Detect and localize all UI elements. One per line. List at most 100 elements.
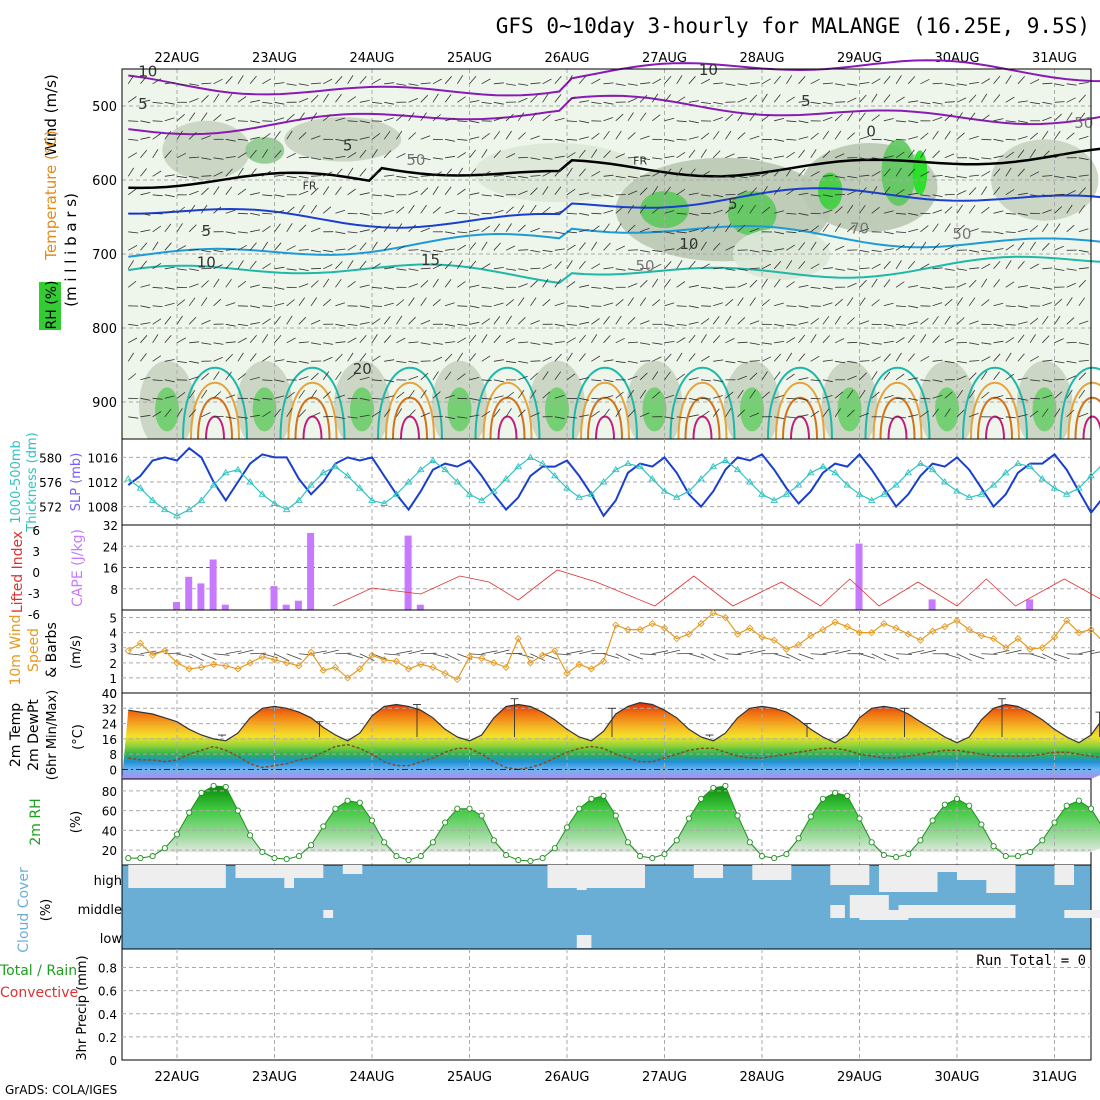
- wind-barb: [213, 186, 220, 196]
- wind-barb: [225, 261, 233, 270]
- wind-barb: [432, 249, 443, 253]
- wind-barb: [579, 397, 590, 401]
- wind-barb: [274, 379, 285, 383]
- wind-barb: [347, 96, 357, 103]
- cloud-patch: [576, 935, 592, 948]
- wind-barb: [542, 114, 551, 122]
- wind-barb: [1078, 279, 1087, 288]
- wind-barb: [566, 96, 576, 103]
- cape-bar: [209, 559, 217, 610]
- wind-barb: [737, 389, 744, 399]
- wind-barb: [993, 94, 1001, 103]
- wind-barb: [164, 395, 175, 399]
- wind-barb: [347, 337, 357, 344]
- surface-wind-barb: [1030, 653, 1046, 659]
- wind-barb: [749, 360, 760, 362]
- rh-marker: [893, 854, 900, 861]
- wind-barb: [335, 341, 346, 344]
- wind-barb: [262, 379, 273, 381]
- wind-barb: [908, 285, 919, 288]
- wind-barb: [993, 371, 1000, 381]
- thickness-marker: [1050, 484, 1059, 491]
- wind-barb: [713, 286, 724, 290]
- rh-shading: [252, 387, 277, 432]
- wind-barb: [249, 168, 257, 177]
- wind-barb: [969, 412, 979, 418]
- wind-barb: [834, 391, 844, 399]
- wind-barb: [1078, 249, 1089, 253]
- wind-barb: [310, 135, 321, 140]
- wind-barb: [993, 231, 1004, 235]
- wind-barb: [432, 157, 443, 160]
- wind-barb: [834, 130, 842, 140]
- wind-barb: [323, 249, 334, 253]
- wind-barb: [786, 323, 797, 326]
- wind-barb: [518, 360, 529, 364]
- rh-marker: [466, 805, 473, 812]
- wind-barb: [761, 263, 771, 270]
- wind-speed-marker: [1087, 625, 1095, 634]
- wind-barb: [250, 192, 260, 196]
- wind-barb: [420, 389, 427, 399]
- wind-barb: [956, 112, 963, 122]
- wind-barb: [908, 305, 919, 309]
- wind-barb: [274, 82, 285, 85]
- wind-barb: [396, 153, 406, 159]
- wind-barb: [566, 337, 576, 344]
- wind-barb: [871, 299, 880, 307]
- wind-barb: [920, 241, 927, 251]
- wind-barb: [627, 97, 638, 103]
- surface-wind-barb: [323, 649, 339, 655]
- thickness-marker: [136, 484, 145, 491]
- wind-barb: [517, 389, 525, 399]
- temp-label: 2m Temp: [8, 703, 24, 767]
- wind-barb: [396, 391, 405, 399]
- thermal-contour: [474, 366, 541, 440]
- wind-barb: [469, 75, 477, 85]
- wind-barb: [920, 334, 927, 344]
- wind-barb: [408, 360, 419, 364]
- thickness-marker: [758, 490, 766, 497]
- wind-barb: [189, 190, 199, 196]
- wind-barb: [834, 245, 845, 251]
- wind-barb: [444, 371, 452, 381]
- wind-barb: [993, 353, 1001, 362]
- wind-barb: [603, 117, 614, 122]
- wind-barb: [639, 135, 650, 140]
- wind-speed-marker: [234, 665, 242, 673]
- wind-barb: [956, 132, 965, 140]
- wind-barb: [579, 192, 590, 196]
- wind-barb: [1029, 263, 1040, 270]
- wind-barb: [761, 206, 771, 214]
- wind-barb: [481, 170, 491, 177]
- wind-barb: [822, 175, 833, 177]
- thickness-marker: [831, 468, 839, 476]
- wind-barb: [310, 297, 318, 307]
- wind-barb: [1041, 315, 1049, 325]
- rh-marker: [527, 857, 534, 865]
- wind-speed-marker: [295, 662, 303, 670]
- wind-barb: [249, 334, 257, 344]
- wind-barb: [944, 391, 953, 399]
- wind-barb: [749, 249, 760, 253]
- wind-barb: [201, 204, 208, 214]
- wind-barb: [664, 138, 675, 142]
- wind-barb: [457, 323, 468, 326]
- wind-barb: [542, 206, 551, 214]
- rh-marker: [515, 857, 522, 864]
- thickness-marker: [855, 490, 864, 497]
- wind-barb: [225, 138, 236, 142]
- wind-barb: [786, 96, 796, 103]
- wind-barb: [907, 260, 916, 270]
- cape-bar: [404, 535, 412, 610]
- wind-barb: [408, 268, 419, 271]
- wind-speed-marker: [173, 659, 181, 667]
- wind-barb: [311, 175, 322, 177]
- thickness-marker: [234, 465, 242, 473]
- wind-barb: [786, 231, 797, 234]
- wind-barb: [128, 323, 139, 326]
- wind-barb: [749, 342, 760, 345]
- wind-speed-marker: [538, 651, 547, 659]
- wind-barb: [749, 112, 757, 122]
- wind-barb: [225, 323, 236, 327]
